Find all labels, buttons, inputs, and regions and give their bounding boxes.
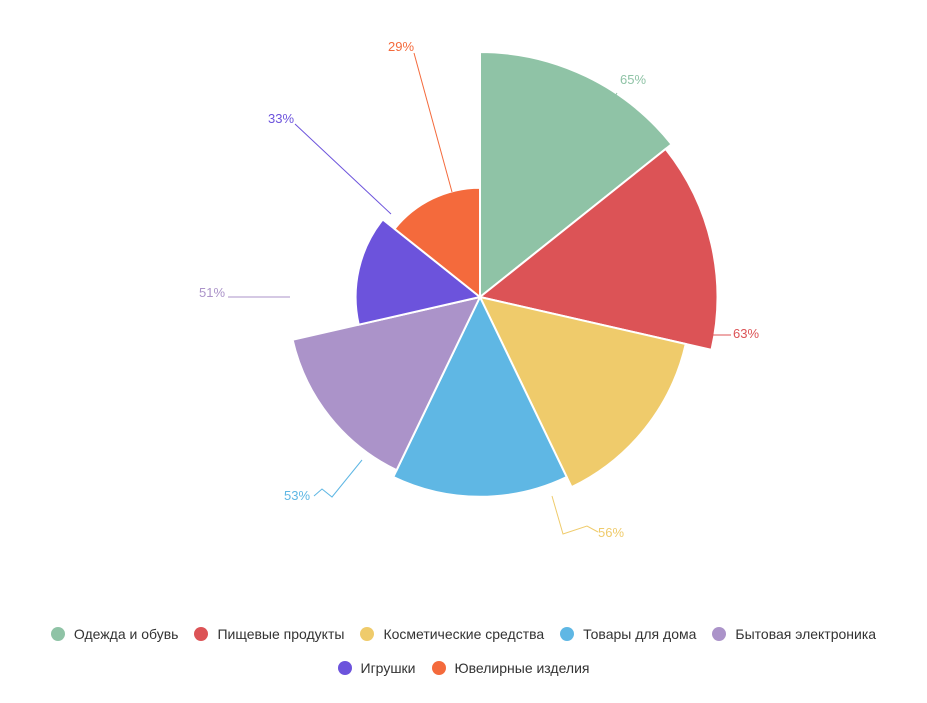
leader-line [294, 123, 392, 215]
pie-slice[interactable] [291, 295, 482, 472]
legend-row-1: Одежда и обувь Пищевые продукты Косметичес… [0, 626, 927, 642]
leader-line [413, 52, 453, 193]
data-labels: 65% 63% 56% 53% 51% 33% 29% [199, 39, 759, 540]
pie-slice[interactable] [393, 186, 481, 300]
legend-swatch-icon [194, 627, 209, 641]
legend-swatch-icon [50, 627, 65, 641]
leader-line [313, 459, 363, 498]
legend-label: Товары для дома [583, 626, 697, 642]
legend-label: Косметические средства [383, 626, 545, 642]
pie-slice[interactable] [391, 294, 569, 498]
legend-label: Игрушки [360, 660, 416, 676]
data-label: 51% [199, 285, 225, 300]
data-label: 56% [598, 525, 624, 540]
legend-item[interactable]: Косметические средства [360, 626, 544, 642]
legend-swatch-icon [337, 661, 352, 675]
pie-slice[interactable] [354, 218, 483, 326]
legend-label: Бытовая электроника [735, 626, 877, 642]
legend-item[interactable]: Одежда и обувь [50, 626, 179, 642]
leader-line [611, 92, 618, 102]
legend-label: Ювелирные изделия [454, 660, 590, 676]
legend-item[interactable]: Игрушки [337, 660, 416, 676]
legend-item[interactable]: Ювелирные изделия [431, 660, 590, 676]
data-label: 65% [620, 72, 646, 87]
pie-slice[interactable] [477, 147, 719, 352]
data-label: 63% [733, 326, 759, 341]
data-label: 29% [388, 39, 414, 54]
legend-swatch-icon [431, 661, 446, 675]
pie-slices [291, 50, 719, 498]
leader-lines [228, 52, 731, 535]
legend-swatch-icon [360, 627, 375, 641]
data-label: 33% [268, 111, 294, 126]
data-label: 53% [284, 488, 310, 503]
legend-item[interactable]: Товары для дома [560, 626, 696, 642]
pie-slice[interactable] [478, 295, 687, 489]
legend-item[interactable]: Бытовая электроника [712, 626, 876, 642]
legend-item[interactable]: Пищевые продукты [194, 626, 344, 642]
legend-swatch-icon [712, 627, 727, 641]
leader-line [551, 495, 599, 535]
legend-row-2: Игрушки Ювелирные изделия [0, 660, 927, 676]
legend-label: Одежда и обувь [73, 626, 179, 642]
pie-slice[interactable] [479, 50, 673, 300]
legend-label: Пищевые продукты [217, 626, 345, 642]
legend-swatch-icon [560, 627, 575, 641]
